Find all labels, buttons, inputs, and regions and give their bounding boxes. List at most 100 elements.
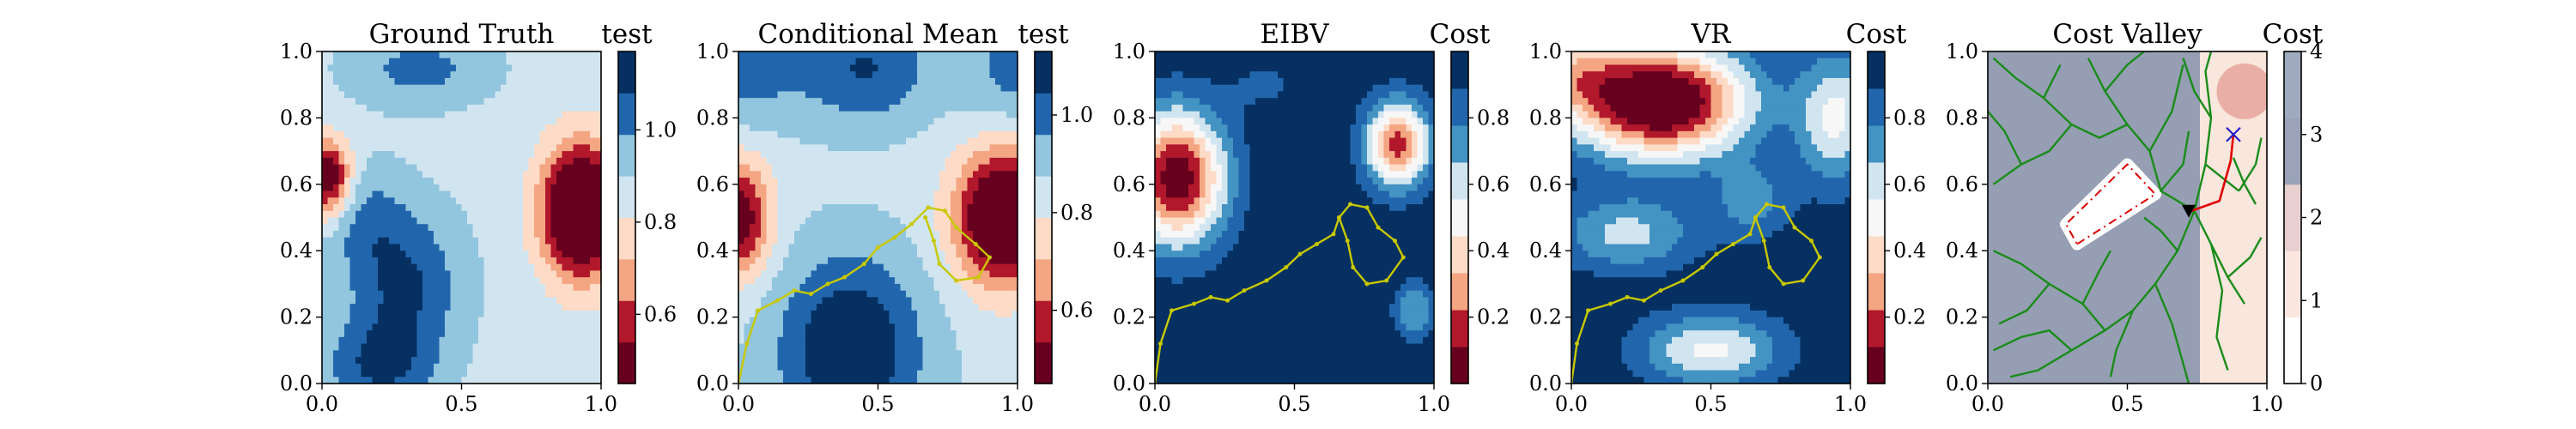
field-cell (766, 336, 773, 345)
field-cell (777, 144, 784, 152)
field-cell (416, 57, 423, 66)
field-cell (512, 71, 519, 79)
field-cell (984, 377, 991, 384)
field-cell (400, 98, 407, 106)
field-cell (951, 336, 957, 345)
field-cell (439, 277, 446, 285)
field-cell (917, 343, 924, 351)
field-cell (367, 290, 374, 298)
field-cell (378, 71, 385, 79)
field-cell (750, 297, 756, 305)
field-cell (568, 323, 574, 331)
field-cell (766, 330, 773, 338)
field-cell (967, 310, 974, 318)
field-cell (761, 343, 768, 351)
field-cell (945, 144, 951, 152)
field-cell (467, 77, 474, 86)
field-cell (866, 144, 873, 152)
field-cell (556, 210, 563, 219)
field-cell (434, 370, 440, 378)
field-cell (1000, 178, 1007, 185)
field-cell (928, 210, 935, 219)
field-cell (951, 77, 957, 86)
field-cell (512, 310, 519, 318)
field-cell (467, 71, 474, 79)
field-cell (562, 71, 568, 79)
field-cell (361, 64, 368, 72)
field-cell (372, 151, 379, 159)
field-cell (962, 363, 969, 372)
field-cell (1006, 224, 1013, 232)
field-cell (794, 151, 801, 159)
plot-area (738, 51, 1018, 384)
field-cell (389, 197, 396, 205)
field-cell (349, 184, 356, 192)
field-cell (472, 377, 479, 384)
field-cell (945, 297, 951, 305)
field-cell (889, 111, 896, 118)
field-cell (794, 263, 801, 272)
field-cell (738, 118, 745, 125)
field-cell (922, 71, 929, 79)
field-cell (777, 237, 784, 245)
field-cell (517, 64, 524, 72)
field-cell (788, 304, 795, 311)
field-cell (750, 244, 756, 251)
field-cell (939, 157, 946, 166)
field-cell (766, 118, 773, 125)
field-cell (495, 164, 501, 172)
field-cell (579, 377, 586, 384)
field-cell (911, 323, 918, 331)
field-cell (416, 190, 423, 198)
field-cell (501, 104, 507, 112)
field-cell (411, 210, 418, 219)
field-cell (906, 270, 913, 278)
field-cell (550, 111, 557, 118)
field-cell (866, 51, 873, 59)
field-cell (967, 111, 974, 118)
field-cell (539, 217, 546, 225)
field-cell (545, 64, 552, 72)
field-cell (483, 323, 490, 331)
field-cell (738, 51, 745, 59)
field-cell (956, 151, 963, 159)
field-cell (501, 257, 507, 265)
field-cell (895, 336, 902, 345)
field-cell (917, 263, 924, 272)
field-cell (422, 130, 429, 139)
field-cell (744, 204, 750, 212)
field-cell (906, 124, 913, 132)
field-cell (967, 130, 974, 139)
field-cell (777, 263, 784, 272)
field-cell (951, 251, 957, 258)
field-cell (1006, 336, 1013, 345)
field-cell (839, 144, 846, 152)
field-cell (878, 104, 884, 112)
field-cell (338, 84, 345, 93)
field-cell (344, 164, 351, 172)
field-cell (344, 98, 351, 106)
field-cell (956, 224, 963, 232)
field-cell (562, 343, 568, 351)
field-cell (777, 197, 784, 205)
field-cell (984, 111, 991, 118)
field-cell (478, 157, 485, 166)
field-cell (528, 144, 535, 152)
field-cell (794, 224, 801, 232)
field-cell (783, 310, 790, 318)
field-cell (839, 124, 846, 132)
field-cell (439, 184, 446, 192)
field-cell (349, 343, 356, 351)
field-cell (805, 178, 812, 185)
field-cell (534, 377, 541, 384)
field-cell (844, 64, 851, 72)
field-cell (439, 330, 446, 338)
field-cell (995, 237, 1002, 245)
field-cell (1006, 71, 1013, 79)
field-cell (844, 350, 851, 358)
field-cell (978, 336, 985, 345)
field-cell (850, 130, 857, 139)
field-cell (327, 64, 334, 72)
field-cell (506, 178, 513, 185)
